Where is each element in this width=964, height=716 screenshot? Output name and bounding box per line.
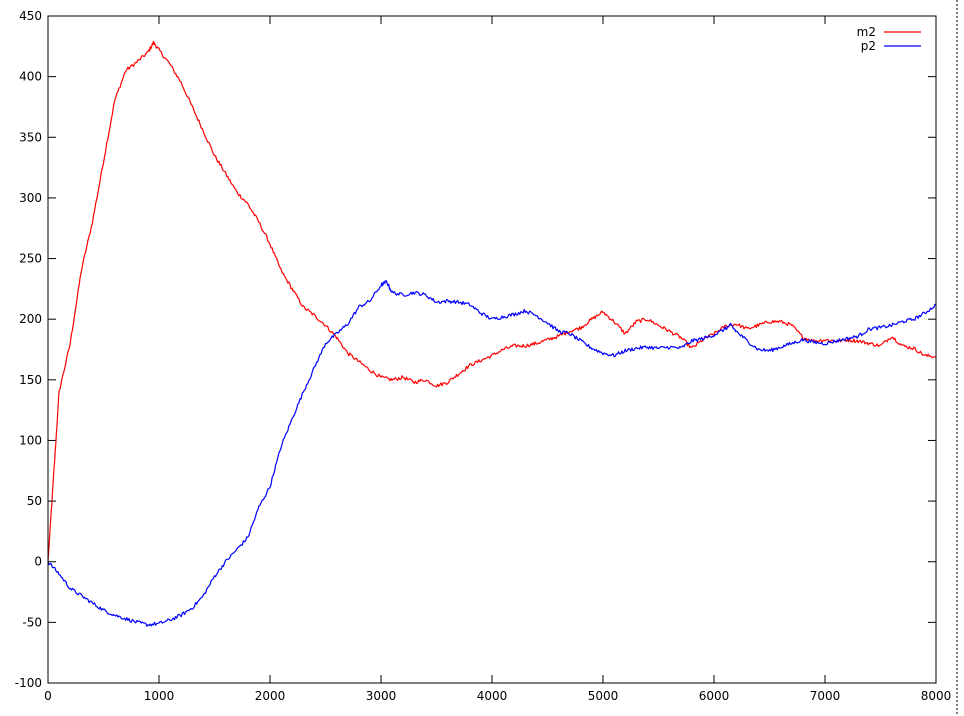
y-tick-label: 200 — [19, 312, 42, 326]
y-tick-label: 400 — [19, 70, 42, 84]
y-tick-label: 250 — [19, 252, 42, 266]
x-tick-label: 0 — [44, 689, 52, 703]
y-tick-label: 350 — [19, 130, 42, 144]
y-tick-label: 100 — [19, 433, 42, 447]
x-tick-label: 1000 — [144, 689, 175, 703]
x-tick-label: 2000 — [255, 689, 286, 703]
y-tick-label: -100 — [15, 676, 42, 690]
x-tick-label: 7000 — [810, 689, 841, 703]
y-tick-label: 50 — [27, 494, 42, 508]
x-tick-label: 6000 — [699, 689, 730, 703]
x-tick-label: 4000 — [477, 689, 508, 703]
y-tick-label: 150 — [19, 373, 42, 387]
x-tick-label: 3000 — [366, 689, 397, 703]
x-tick-label: 5000 — [588, 689, 619, 703]
x-tick-label: 8000 — [921, 689, 952, 703]
series-line-m2 — [47, 40, 936, 562]
y-tick-label: 450 — [19, 9, 42, 23]
axis-layer: -100 -50 0 50 100 150 200 250 300 350 400 450 0 1000 2… — [15, 9, 952, 703]
y-tick-label: 300 — [19, 191, 42, 205]
y-tick-label: 0 — [34, 555, 42, 569]
legend-label-p2: p2 — [861, 39, 876, 53]
legend-label-m2: m2 — [857, 25, 876, 39]
series-layer — [47, 40, 937, 627]
y-tick-label: -50 — [22, 615, 42, 629]
series-line-p2 — [47, 280, 937, 627]
